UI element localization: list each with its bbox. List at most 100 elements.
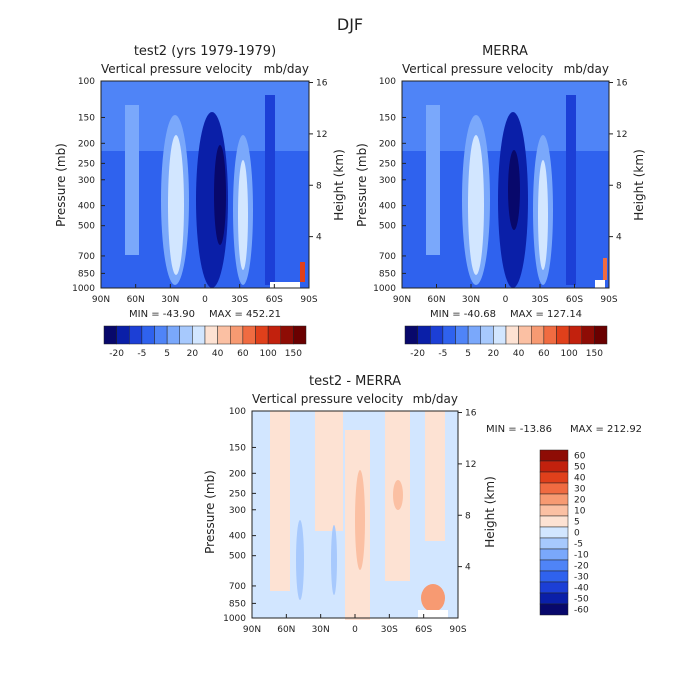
colorbar-swatch xyxy=(543,325,557,345)
colorbar-swatch xyxy=(539,559,569,572)
panel-title: test2 - MERRA xyxy=(309,374,401,389)
colorbar-tick-label: 5 xyxy=(574,518,580,528)
colorbar-swatch xyxy=(518,325,532,345)
colorbar-swatch xyxy=(531,325,545,345)
x-tick-label: 60N xyxy=(277,625,295,635)
y-tick-label: 200 xyxy=(229,469,246,479)
colorbar-tick-label: -60 xyxy=(574,606,589,616)
y-tick-label: 400 xyxy=(229,532,246,542)
field-cool-core xyxy=(296,520,304,600)
field-subsidence-south-core xyxy=(538,160,548,270)
page-title: DJF xyxy=(337,15,363,34)
colorbar-swatch xyxy=(230,325,244,345)
colorbar-swatch xyxy=(204,325,218,345)
colorbar-tick-label: 5 xyxy=(164,349,170,359)
colorbar-tick-label: 20 xyxy=(187,349,199,359)
panel-subtitle-left: Vertical pressure velocity xyxy=(101,62,252,76)
y2-tick-label: 16 xyxy=(616,79,628,89)
field-south-column xyxy=(265,95,275,285)
colorbar-tick-label: 100 xyxy=(561,349,578,359)
plot-area xyxy=(401,80,610,289)
x-tick-label: 0 xyxy=(202,295,208,305)
colorbar-swatch xyxy=(442,325,456,345)
x-tick-label: 90S xyxy=(300,295,317,305)
y-tick-label: 250 xyxy=(78,159,95,169)
y-tick-label: 300 xyxy=(379,176,396,186)
min-label: MIN = -40.68 xyxy=(430,309,496,320)
max-label: MAX = 452.21 xyxy=(209,309,281,320)
field-itcz-core xyxy=(214,145,226,245)
field-surface-blank xyxy=(270,282,300,288)
colorbar-swatch xyxy=(594,325,608,345)
field-warm-core xyxy=(355,470,365,570)
colorbar-swatch xyxy=(267,325,281,345)
colorbar-swatch xyxy=(480,325,494,345)
panel-subtitle-right: mb/day xyxy=(413,392,458,406)
field-warm-band xyxy=(270,411,290,591)
colorbar-tick-label: -20 xyxy=(410,349,425,359)
colorbar-tick-label: 60 xyxy=(574,452,586,462)
colorbar-swatch xyxy=(539,537,569,550)
y2-axis-label: Height (km) xyxy=(483,476,497,547)
y-tick-label: 100 xyxy=(229,407,246,417)
panel-subtitle-left: Vertical pressure velocity xyxy=(252,392,403,406)
colorbar-swatch xyxy=(539,603,569,616)
colorbar-swatch xyxy=(166,325,180,345)
y-tick-label: 1000 xyxy=(223,614,246,624)
panel-title: test2 (yrs 1979-1979) xyxy=(134,44,276,59)
y2-tick-label: 12 xyxy=(616,130,627,140)
y2-tick-label: 4 xyxy=(465,563,471,573)
colorbar-tick-label: 30 xyxy=(574,485,586,495)
x-tick-label: 90N xyxy=(92,295,110,305)
colorbar-swatch xyxy=(255,325,269,345)
colorbar-swatch xyxy=(154,325,168,345)
colorbar-swatch xyxy=(179,325,193,345)
colorbar-tick-label: 20 xyxy=(574,496,586,506)
x-tick-label: 60N xyxy=(127,295,145,305)
colorbar-swatch xyxy=(581,325,595,345)
max-label: MAX = 127.14 xyxy=(510,309,582,320)
colorbar-tick-label: -10 xyxy=(574,551,589,561)
colorbar: -20 -5 5 20 40 60 100 150 xyxy=(404,325,608,359)
y2-tick-label: 8 xyxy=(616,181,622,191)
colorbar-swatch xyxy=(539,493,569,506)
field-surface-blank xyxy=(595,280,605,288)
y2-axis-label: Height (km) xyxy=(332,149,346,220)
y-tick-label: 850 xyxy=(78,269,95,279)
colorbar-tick-label: 100 xyxy=(260,349,277,359)
colorbar-swatch xyxy=(539,460,569,473)
colorbar-tick-label: -30 xyxy=(574,573,589,583)
x-tick-label: 60S xyxy=(415,625,432,635)
colorbar-swatch xyxy=(539,515,569,528)
colorbar-swatch xyxy=(455,325,469,345)
x-tick-label: 60S xyxy=(566,295,583,305)
x-tick-label: 30S xyxy=(231,295,248,305)
plot-area xyxy=(251,410,459,620)
colorbar-tick-label: 5 xyxy=(465,349,471,359)
colorbar-swatch xyxy=(217,325,231,345)
y-tick-label: 100 xyxy=(379,77,396,87)
field-warm-band xyxy=(425,411,445,541)
y2-tick-label: 12 xyxy=(465,460,476,470)
y2-tick-label: 16 xyxy=(465,409,477,419)
x-tick-label: 0 xyxy=(503,295,509,305)
x-tick-label: 30N xyxy=(462,295,480,305)
max-label: MAX = 212.92 xyxy=(570,424,642,435)
field-surface-hot xyxy=(300,262,305,282)
axis-ticks: 90N 60N 30N 0 30S 60S 90S 100 150 200 250 300 400 500… xyxy=(373,77,628,305)
colorbar-swatch xyxy=(539,570,569,583)
axis-ticks: 90N 60N 30N 0 30S 60S 90S 100 150 200 250 300 400 500… xyxy=(72,77,328,305)
panel-test2: test2 (yrs 1979-1979) Vertical pressure … xyxy=(54,44,346,359)
colorbar-tick-label: 40 xyxy=(574,474,586,484)
x-tick-label: 60S xyxy=(266,295,283,305)
y-tick-label: 700 xyxy=(379,252,396,262)
colorbar: -20 -5 5 20 40 60 100 150 xyxy=(103,325,307,359)
colorbar-swatch xyxy=(539,592,569,605)
y-tick-label: 500 xyxy=(78,222,95,232)
x-tick-label: 90N xyxy=(393,295,411,305)
plot-area xyxy=(100,80,310,289)
y-tick-label: 150 xyxy=(78,113,95,123)
colorbar-tick-label: 20 xyxy=(488,349,500,359)
panel-subtitle-left: Vertical pressure velocity xyxy=(402,62,553,76)
y-tick-label: 700 xyxy=(78,252,95,262)
